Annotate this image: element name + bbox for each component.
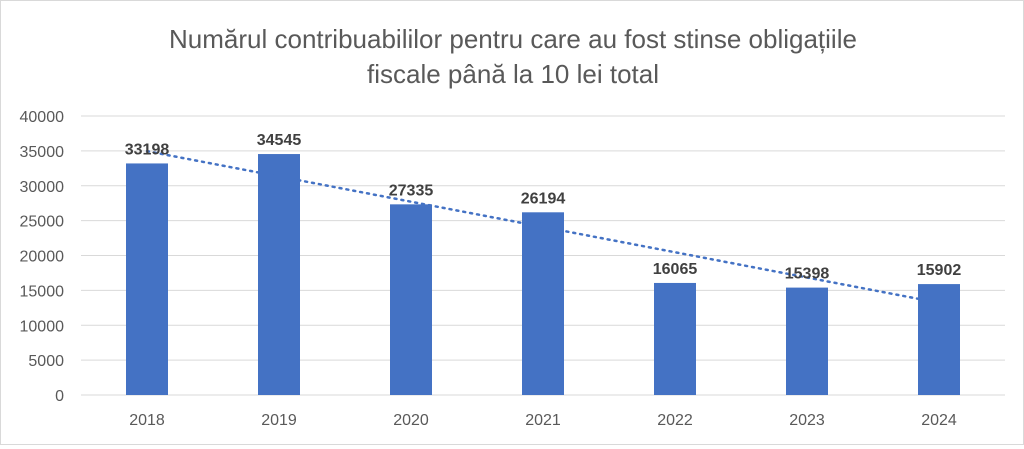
x-tick-label: 2020 xyxy=(393,412,429,429)
y-tick-label: 10000 xyxy=(20,318,65,335)
y-tick-label: 25000 xyxy=(20,214,65,231)
y-tick-label: 30000 xyxy=(20,179,65,196)
bar-2019 xyxy=(258,154,300,395)
data-label: 26194 xyxy=(521,190,566,207)
bar-2018 xyxy=(126,163,168,395)
data-label: 27335 xyxy=(389,182,434,199)
y-tick-label: 35000 xyxy=(20,144,65,161)
y-tick-label: 40000 xyxy=(20,109,65,126)
chart-title-line-2: fiscale până la 10 lei total xyxy=(367,59,659,89)
bar-2020 xyxy=(390,204,432,395)
x-tick-label: 2024 xyxy=(921,412,957,429)
y-tick-label: 5000 xyxy=(28,353,64,370)
data-label: 16065 xyxy=(653,261,698,278)
data-label: 15902 xyxy=(917,262,962,279)
x-tick-label: 2021 xyxy=(525,412,561,429)
bar-2021 xyxy=(522,212,564,395)
bar-2023 xyxy=(786,287,828,395)
y-tick-label: 0 xyxy=(55,388,64,405)
x-tick-label: 2022 xyxy=(657,412,693,429)
data-label: 15398 xyxy=(785,266,830,283)
data-label: 34545 xyxy=(257,132,302,149)
x-tick-label: 2023 xyxy=(789,412,825,429)
y-tick-label: 20000 xyxy=(20,249,65,266)
bar-2022 xyxy=(654,282,696,395)
y-tick-label: 15000 xyxy=(20,283,65,300)
data-label: 33198 xyxy=(125,141,170,158)
x-tick-label: 2019 xyxy=(261,412,297,429)
chart-title-line-1: Numărul contribuabililor pentru care au … xyxy=(169,24,857,54)
x-tick-label: 2018 xyxy=(129,412,165,429)
trendline xyxy=(145,149,941,305)
